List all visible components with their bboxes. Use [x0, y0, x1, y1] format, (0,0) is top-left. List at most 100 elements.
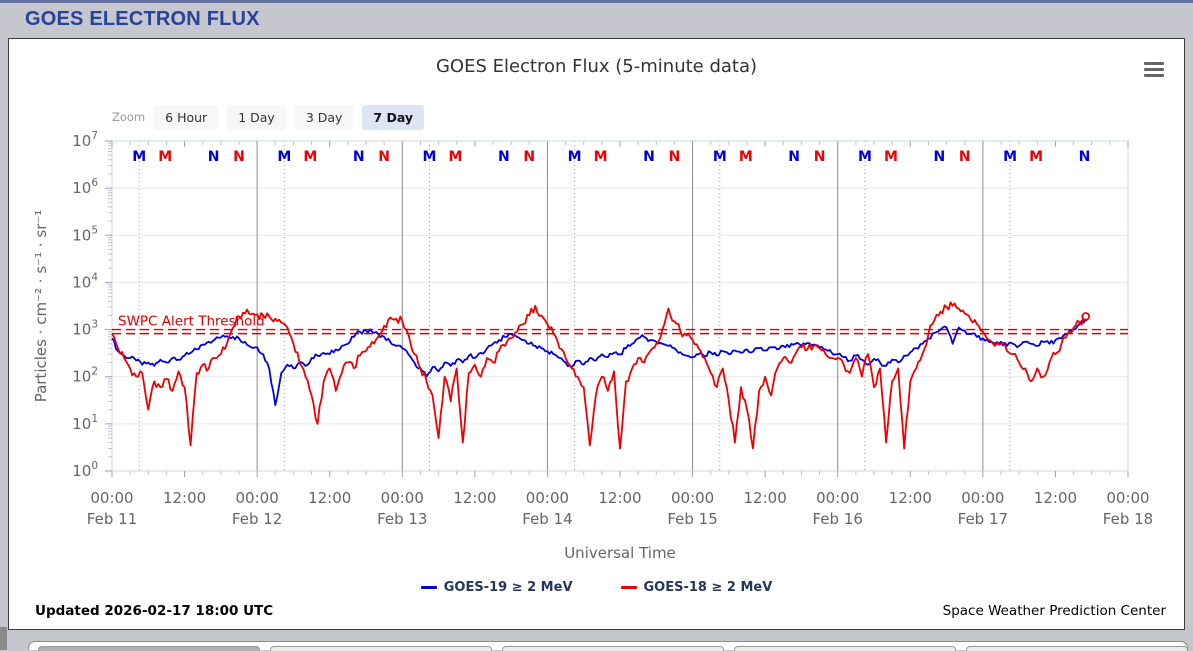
axes: [105, 140, 1129, 477]
marker-letter-n: N: [523, 149, 535, 165]
bottom-tab-strip: [28, 641, 1188, 651]
y-axis-title: Particles · cm⁻² · s⁻¹ · sr⁻¹: [32, 210, 50, 403]
legend-label: GOES-18 ≥ 2 MeV: [643, 580, 773, 595]
credit-text: Space Weather Prediction Center: [942, 603, 1166, 619]
marker-letter-n: N: [814, 149, 826, 165]
legend-item-goes-18-2-mev[interactable]: GOES-18 ≥ 2 MeV: [620, 580, 773, 595]
y-tick-label: 100: [72, 460, 98, 480]
gridlines: [112, 140, 1128, 471]
marker-letter-m: M: [277, 149, 291, 165]
marker-letter-n: N: [933, 149, 945, 165]
plot-border: [111, 140, 1129, 472]
zoom-button-6-hour[interactable]: 6 Hour: [154, 104, 219, 130]
x-date-label: Feb 16: [813, 510, 863, 528]
x-tick-label: 12:00: [308, 489, 351, 507]
marker-letter-n: N: [788, 149, 800, 165]
marker-letter-m: M: [449, 149, 463, 165]
marker-letter-m: M: [568, 149, 582, 165]
y-tick-label: 106: [72, 177, 98, 197]
updated-timestamp: Updated 2026-02-17 18:00 UTC: [35, 603, 274, 619]
y-tick-label: 104: [72, 271, 98, 291]
axis-labels: 100 101 102 103 104 105 106 107 00:00 Feb 11 12:00…: [32, 130, 1153, 562]
menu-bar: [1144, 68, 1164, 71]
marker-letter-n: N: [1079, 149, 1091, 165]
x-tick-label: 12:00: [163, 489, 206, 507]
x-tick-label: 00:00: [381, 489, 424, 507]
chart-panel: SWPC Alert Threshold M M N N M M N N M M N N M M N N M M N N…: [8, 38, 1185, 630]
series-end-marker: [1081, 312, 1090, 321]
chart-legend: GOES-19 ≥ 2 MeV GOES-18 ≥ 2 MeV: [9, 580, 1184, 595]
marker-letter-m: M: [132, 149, 146, 165]
legend-line-swatch: [620, 586, 637, 589]
x-axis-title: Universal Time: [564, 544, 676, 562]
bottom-tab[interactable]: [38, 646, 260, 651]
marker-letter-n: N: [233, 149, 245, 165]
marker-letter-n: N: [498, 149, 510, 165]
x-date-label: Feb 11: [87, 510, 137, 528]
marker-letter-m: M: [713, 149, 727, 165]
marker-letter-m: M: [158, 149, 172, 165]
y-tick-label: 102: [72, 366, 98, 386]
x-tick-label: 12:00: [889, 489, 932, 507]
marker-letter-n: N: [643, 149, 655, 165]
x-tick-label: 00:00: [816, 489, 859, 507]
x-tick-label: 12:00: [744, 489, 787, 507]
x-tick-label: 12:00: [453, 489, 496, 507]
x-date-label: Feb 17: [958, 510, 1008, 528]
marker-letter-m: M: [303, 149, 317, 165]
marker-letter-n: N: [669, 149, 681, 165]
marker-letter-m: M: [1003, 149, 1017, 165]
marker-letter-m: M: [594, 149, 608, 165]
marker-letter-m: M: [884, 149, 898, 165]
series-goes-18-2-mev-line[interactable]: [111, 301, 1087, 450]
zoom-toolbar: Zoom 6 Hour 1 Day 3 Day 7 Day: [112, 104, 425, 130]
x-tick-label: 12:00: [1034, 489, 1077, 507]
x-date-label: Feb 12: [232, 510, 282, 528]
legend-item-goes-19-2-mev[interactable]: GOES-19 ≥ 2 MeV: [420, 580, 573, 595]
page-title: GOES ELECTRON FLUX: [25, 8, 260, 30]
marker-letter-n: N: [378, 149, 390, 165]
marker-letter-n: N: [353, 149, 365, 165]
y-tick-label: 101: [72, 413, 98, 433]
zoom-button-group: 6 Hour 1 Day 3 Day 7 Day: [154, 104, 425, 130]
x-date-label: Feb 13: [377, 510, 427, 528]
y-tick-label: 103: [72, 319, 98, 339]
x-date-label: Feb 18: [1103, 510, 1153, 528]
x-tick-label: 00:00: [236, 489, 279, 507]
zoom-button-1-day[interactable]: 1 Day: [227, 104, 286, 130]
marker-letter-m: M: [423, 149, 437, 165]
x-tick-label: 00:00: [671, 489, 714, 507]
top-accent-bar: [0, 0, 1193, 3]
y-tick-label: 107: [72, 130, 98, 150]
legend-line-swatch: [420, 586, 437, 589]
marker-letter-n: N: [208, 149, 220, 165]
bottom-tab[interactable]: [966, 646, 1188, 651]
bottom-tab[interactable]: [502, 646, 724, 651]
zoom-button-3-day[interactable]: 3 Day: [294, 104, 354, 130]
x-date-label: Feb 14: [522, 510, 572, 528]
page-edge-strip: [0, 627, 7, 650]
series-goes-19-2-mev-line[interactable]: [111, 318, 1087, 406]
x-tick-label: 00:00: [526, 489, 569, 507]
chart-title: GOES Electron Flux (5-minute data): [435, 56, 758, 77]
marker-letter-n: N: [959, 149, 971, 165]
marker-letter-m: M: [1029, 149, 1043, 165]
x-tick-label: 00:00: [1106, 489, 1149, 507]
legend-label: GOES-19 ≥ 2 MeV: [443, 580, 573, 595]
x-tick-label: 00:00: [961, 489, 1004, 507]
x-tick-label: 00:00: [90, 489, 133, 507]
x-date-label: Feb 15: [667, 510, 717, 528]
menu-bar: [1144, 74, 1164, 77]
marker-letter-m: M: [858, 149, 872, 165]
hamburger-menu-icon[interactable]: [1144, 62, 1164, 77]
menu-bar: [1144, 62, 1164, 65]
x-tick-label: 12:00: [598, 489, 641, 507]
bottom-tab[interactable]: [734, 646, 956, 651]
y-tick-label: 105: [72, 224, 98, 244]
bottom-tab[interactable]: [270, 646, 492, 651]
marker-letter-m: M: [739, 149, 753, 165]
chart-footer: Updated 2026-02-17 18:00 UTC Space Weath…: [35, 603, 1166, 619]
zoom-button-7-day[interactable]: 7 Day: [362, 104, 425, 130]
